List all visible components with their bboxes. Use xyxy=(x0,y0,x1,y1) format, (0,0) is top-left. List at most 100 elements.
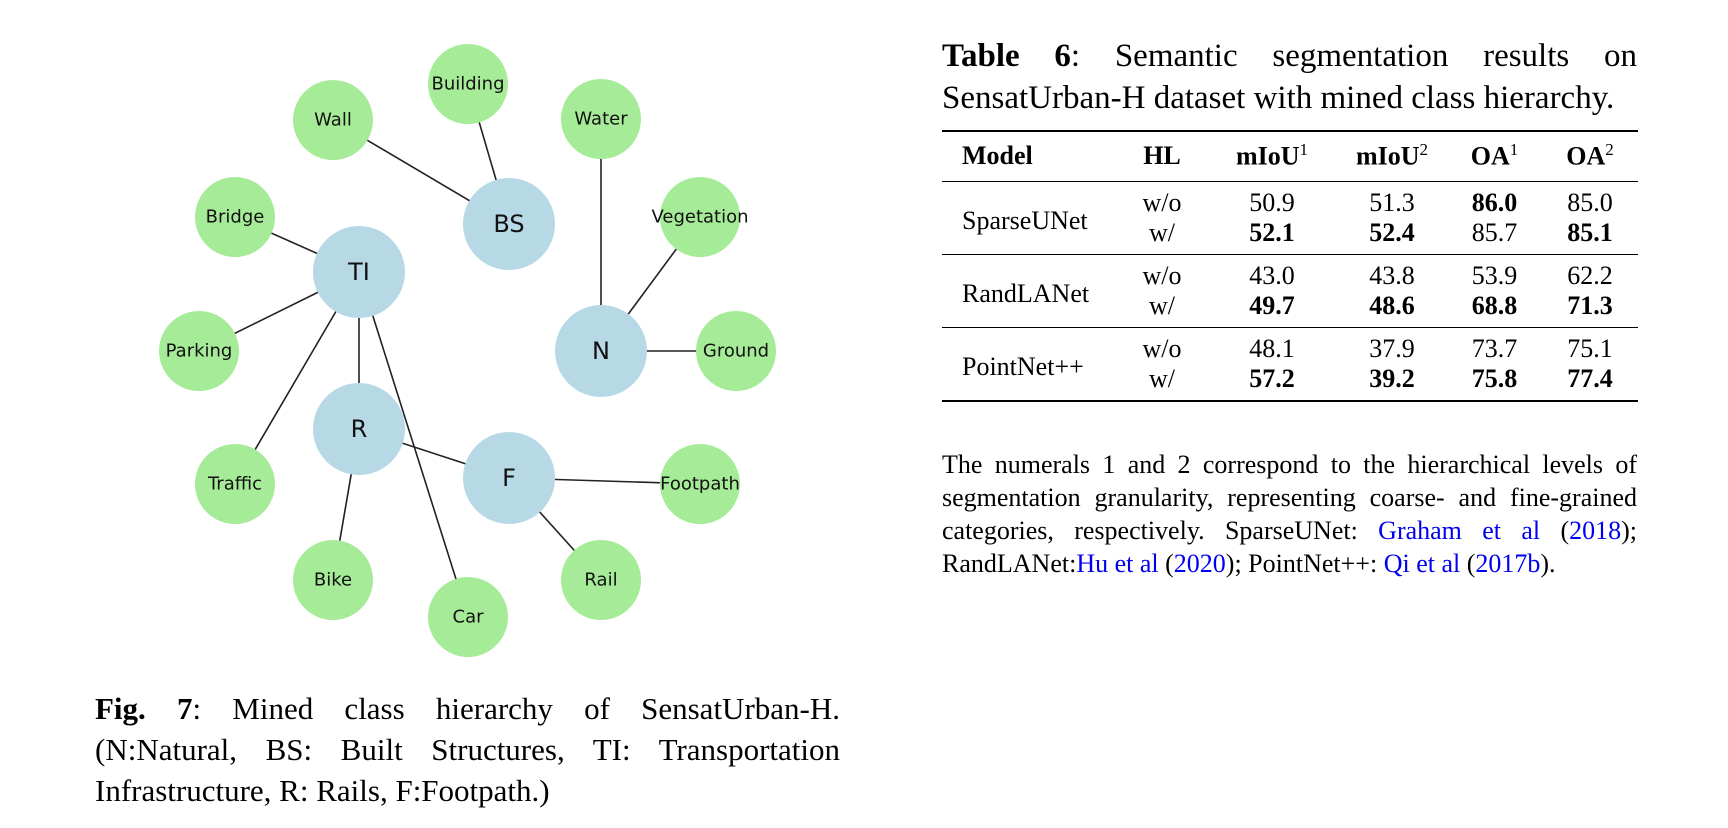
node-circle xyxy=(293,80,373,160)
table-row: w/ 49.7 48.6 68.8 71.3 xyxy=(942,290,1638,327)
node-traffic: Traffic xyxy=(195,444,275,524)
node-circle xyxy=(660,177,740,257)
node-circle xyxy=(428,577,508,657)
node-label: Parking xyxy=(166,341,233,362)
value-cell: 48.1 xyxy=(1249,333,1295,363)
node-label: F xyxy=(502,464,516,492)
node-circle xyxy=(159,311,239,391)
value-cell: 43.8 xyxy=(1369,260,1415,290)
citation-year-link[interactable]: 2020 xyxy=(1173,549,1226,578)
node-circle xyxy=(555,305,647,397)
node-circle xyxy=(293,540,373,620)
node-parking: Parking xyxy=(159,311,239,391)
value-cell: 52.1 xyxy=(1249,217,1295,247)
value-cell: 86.0 xyxy=(1471,187,1518,217)
header-hl: HL xyxy=(1143,141,1181,171)
table-row: w/ 57.2 39.2 75.8 77.4 xyxy=(942,364,1638,401)
node-bike: Bike xyxy=(293,540,373,620)
node-car: Car xyxy=(428,577,508,657)
graph-edges xyxy=(198,83,736,618)
table-row: w/ 52.1 52.4 85.7 85.1 xyxy=(942,217,1638,254)
table-caption-text: : Semantic segmentation results on Sensa… xyxy=(942,38,1637,116)
node-label: Bike xyxy=(314,570,352,591)
node-wall: Wall xyxy=(293,80,373,160)
value-cell: 85.1 xyxy=(1567,217,1613,247)
value-cell: 37.9 xyxy=(1369,333,1415,363)
node-r: R xyxy=(313,383,405,475)
table-note: The numerals 1 and 2 correspond to the h… xyxy=(942,450,1637,578)
node-bridge: Bridge xyxy=(195,177,275,257)
node-vegetation: Vegetation xyxy=(651,177,749,257)
header-miou2: mIoU2 xyxy=(1355,140,1429,172)
node-water: Water xyxy=(561,79,641,159)
results-table: Model HL mIoU1 mIoU2 OA1 OA2 SparseUNet … xyxy=(942,130,1638,402)
table-row: PointNet++ w/o 48.1 37.9 73.7 75.1 xyxy=(942,327,1638,381)
node-circle xyxy=(696,311,776,391)
node-label: R xyxy=(351,415,368,443)
node-label: TI xyxy=(347,258,370,286)
node-label: Water xyxy=(574,109,628,130)
model-cell: RandLANet xyxy=(962,278,1090,308)
node-circle xyxy=(428,44,508,124)
table-caption-label: Table 6 xyxy=(942,38,1071,74)
node-n: N xyxy=(555,305,647,397)
value-cell: 53.9 xyxy=(1471,260,1518,290)
citation-link[interactable]: Graham et al xyxy=(1378,516,1541,545)
table-row: SparseUNet w/o 50.9 51.3 86.0 85.0 xyxy=(942,181,1638,235)
header-model: Model xyxy=(962,141,1033,171)
value-cell: 71.3 xyxy=(1567,290,1613,320)
value-cell: 68.8 xyxy=(1471,290,1518,320)
value-cell: 62.2 xyxy=(1567,260,1613,290)
citation-year-link[interactable]: 2017b xyxy=(1475,549,1541,578)
model-cell: PointNet++ xyxy=(962,351,1084,381)
citation-link[interactable]: Hu et al xyxy=(1076,549,1159,578)
model-cell: SparseUNet xyxy=(962,205,1088,235)
node-circle xyxy=(313,383,405,475)
node-label: Vegetation xyxy=(651,207,748,228)
class-hierarchy-graph: BS TI N R F Building Wall Water Bridge Vegetation… xyxy=(159,44,776,657)
value-cell: 52.4 xyxy=(1369,217,1415,247)
node-bs: BS xyxy=(463,178,555,270)
table-header-row: Model HL mIoU1 mIoU2 OA1 OA2 xyxy=(942,131,1638,181)
value-cell: 50.9 xyxy=(1249,187,1295,217)
node-label: Bridge xyxy=(206,207,265,228)
hl-cell: w/ xyxy=(1149,290,1175,320)
node-label: Footpath xyxy=(660,474,740,495)
node-footpath: Footpath xyxy=(660,444,740,524)
node-circle xyxy=(463,432,555,524)
value-cell: 57.2 xyxy=(1249,363,1295,393)
node-circle xyxy=(463,178,555,270)
node-label: Car xyxy=(453,607,485,628)
value-cell: 77.4 xyxy=(1567,363,1613,393)
hl-cell: w/o xyxy=(1142,187,1182,217)
value-cell: 73.7 xyxy=(1471,333,1518,363)
hl-cell: w/ xyxy=(1149,217,1175,247)
node-ti: TI xyxy=(313,226,405,318)
value-cell: 85.0 xyxy=(1567,187,1613,217)
value-cell: 85.7 xyxy=(1471,217,1518,247)
figure-caption-text: : Mined class hierarchy of SensatUrban-H… xyxy=(95,691,840,808)
node-building: Building xyxy=(428,44,508,124)
node-f: F xyxy=(463,432,555,524)
node-circle xyxy=(561,540,641,620)
node-circle xyxy=(313,226,405,318)
citation-year-link[interactable]: 2018 xyxy=(1569,516,1622,545)
citation-link[interactable]: Qi et al xyxy=(1383,549,1461,578)
node-rail: Rail xyxy=(561,540,641,620)
node-label: BS xyxy=(493,210,524,238)
hl-cell: w/o xyxy=(1142,333,1182,363)
figure-caption-label: Fig. 7 xyxy=(95,691,193,726)
table-row: RandLANet w/o 43.0 43.8 53.9 62.2 xyxy=(942,254,1638,308)
node-label: Building xyxy=(431,74,504,95)
value-cell: 49.7 xyxy=(1249,290,1295,320)
graph-nodes: BS TI N R F Building Wall Water Bridge Vegetation… xyxy=(159,44,776,657)
table-caption: Table 6: Semantic segmentation results o… xyxy=(942,35,1637,119)
node-circle xyxy=(561,79,641,159)
node-label: Traffic xyxy=(207,474,262,495)
hl-cell: w/ xyxy=(1149,363,1175,393)
node-label: N xyxy=(592,337,610,365)
node-label: Ground xyxy=(703,341,769,362)
node-label: Rail xyxy=(584,570,617,591)
header-oa2: OA2 xyxy=(1566,140,1614,172)
hl-cell: w/o xyxy=(1142,260,1182,290)
